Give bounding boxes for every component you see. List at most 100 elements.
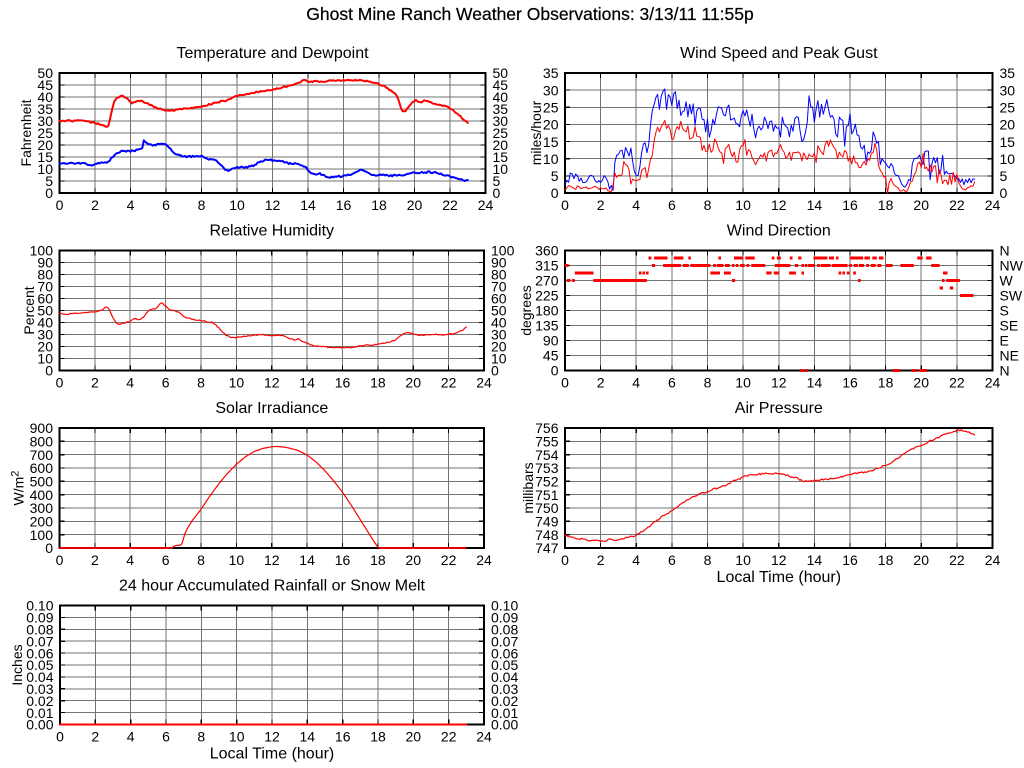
svg-text:0: 0 [45,185,53,201]
svg-text:751: 751 [535,487,559,503]
svg-text:N: N [1000,243,1010,259]
svg-text:22: 22 [949,375,965,391]
svg-text:50: 50 [493,65,509,81]
svg-text:0: 0 [56,375,64,391]
svg-text:2: 2 [91,197,99,213]
svg-text:10: 10 [229,729,245,745]
svg-text:10: 10 [229,552,245,568]
svg-text:30: 30 [493,113,509,129]
svg-text:20: 20 [493,137,509,153]
svg-text:315: 315 [535,258,559,274]
svg-text:8: 8 [704,552,712,568]
svg-text:6: 6 [668,552,676,568]
svg-text:60: 60 [37,291,53,307]
svg-text:45: 45 [493,77,509,93]
svg-text:754: 754 [535,447,559,463]
svg-text:E: E [1000,333,1009,349]
svg-text:360: 360 [535,243,559,259]
svg-text:24: 24 [478,197,494,213]
svg-text:14: 14 [299,552,315,568]
svg-text:700: 700 [30,447,54,463]
svg-text:Local Time (hour): Local Time (hour) [210,746,335,763]
svg-text:35: 35 [1000,65,1016,81]
svg-text:30: 30 [1000,82,1016,98]
svg-text:10: 10 [229,375,245,391]
svg-text:20: 20 [37,137,53,153]
svg-text:30: 30 [37,113,53,129]
svg-text:12: 12 [771,375,787,391]
svg-text:0: 0 [493,185,501,201]
svg-text:0.05: 0.05 [491,657,518,673]
svg-text:20: 20 [913,197,929,213]
svg-text:24: 24 [985,552,1001,568]
svg-text:40: 40 [37,89,53,105]
svg-text:0.01: 0.01 [491,705,518,721]
svg-text:0: 0 [551,363,559,379]
svg-text:16: 16 [335,375,351,391]
svg-text:miles/hour: miles/hour [528,100,544,165]
svg-text:Local Time (hour): Local Time (hour) [717,569,842,586]
svg-text:2: 2 [597,197,605,213]
svg-text:35: 35 [493,101,509,117]
svg-text:0.03: 0.03 [491,681,518,697]
svg-text:756: 756 [535,420,559,436]
svg-text:0.02: 0.02 [491,693,518,709]
svg-text:0.04: 0.04 [26,669,53,685]
svg-text:0: 0 [491,363,499,379]
svg-text:0.02: 0.02 [26,693,53,709]
svg-text:24: 24 [476,729,492,745]
svg-text:6: 6 [162,552,170,568]
svg-text:0.07: 0.07 [491,633,518,649]
svg-text:45: 45 [543,348,559,364]
svg-text:6: 6 [668,197,676,213]
svg-text:0.09: 0.09 [26,610,53,626]
svg-text:0.06: 0.06 [491,645,518,661]
svg-text:10: 10 [491,351,507,367]
svg-text:18: 18 [878,197,894,213]
svg-text:25: 25 [37,125,53,141]
svg-text:20: 20 [543,117,559,133]
svg-text:12: 12 [264,375,280,391]
svg-text:6: 6 [162,197,170,213]
svg-text:24 hour Accumulated Rainfall o: 24 hour Accumulated Rainfall or Snow Mel… [119,578,425,595]
svg-text:0: 0 [56,729,64,745]
svg-text:900: 900 [30,420,54,436]
svg-text:30: 30 [37,327,53,343]
svg-text:24: 24 [476,552,492,568]
svg-text:500: 500 [30,474,54,490]
svg-text:14: 14 [299,375,315,391]
svg-text:Percent: Percent [21,286,37,334]
svg-text:0: 0 [551,185,559,201]
svg-text:24: 24 [985,375,1001,391]
svg-text:10: 10 [1000,151,1016,167]
svg-text:16: 16 [335,729,351,745]
svg-text:22: 22 [441,552,457,568]
svg-text:0.04: 0.04 [491,669,518,685]
svg-text:N: N [1000,363,1010,379]
svg-text:45: 45 [37,77,53,93]
svg-text:0: 0 [561,552,569,568]
svg-text:Wind Direction: Wind Direction [727,223,831,240]
svg-text:SE: SE [1000,318,1019,334]
svg-text:4: 4 [127,197,135,213]
svg-text:40: 40 [493,89,509,105]
svg-text:22: 22 [949,197,965,213]
svg-text:50: 50 [491,303,507,319]
svg-text:12: 12 [264,552,280,568]
svg-text:8: 8 [704,375,712,391]
svg-text:50: 50 [37,65,53,81]
svg-text:60: 60 [491,291,507,307]
svg-text:2: 2 [91,552,99,568]
svg-text:0: 0 [45,363,53,379]
svg-text:8: 8 [197,729,205,745]
svg-text:20: 20 [491,339,507,355]
svg-text:5: 5 [551,168,559,184]
svg-text:Solar Irradiance: Solar Irradiance [215,400,328,417]
svg-text:15: 15 [493,149,509,165]
svg-text:35: 35 [37,101,53,117]
svg-text:12: 12 [264,729,280,745]
svg-text:SW: SW [1000,288,1023,304]
svg-text:8: 8 [197,552,205,568]
svg-text:20: 20 [406,729,422,745]
svg-text:14: 14 [300,729,316,745]
